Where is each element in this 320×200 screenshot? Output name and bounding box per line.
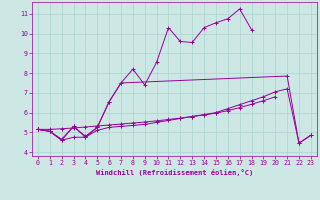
X-axis label: Windchill (Refroidissement éolien,°C): Windchill (Refroidissement éolien,°C) bbox=[96, 169, 253, 176]
